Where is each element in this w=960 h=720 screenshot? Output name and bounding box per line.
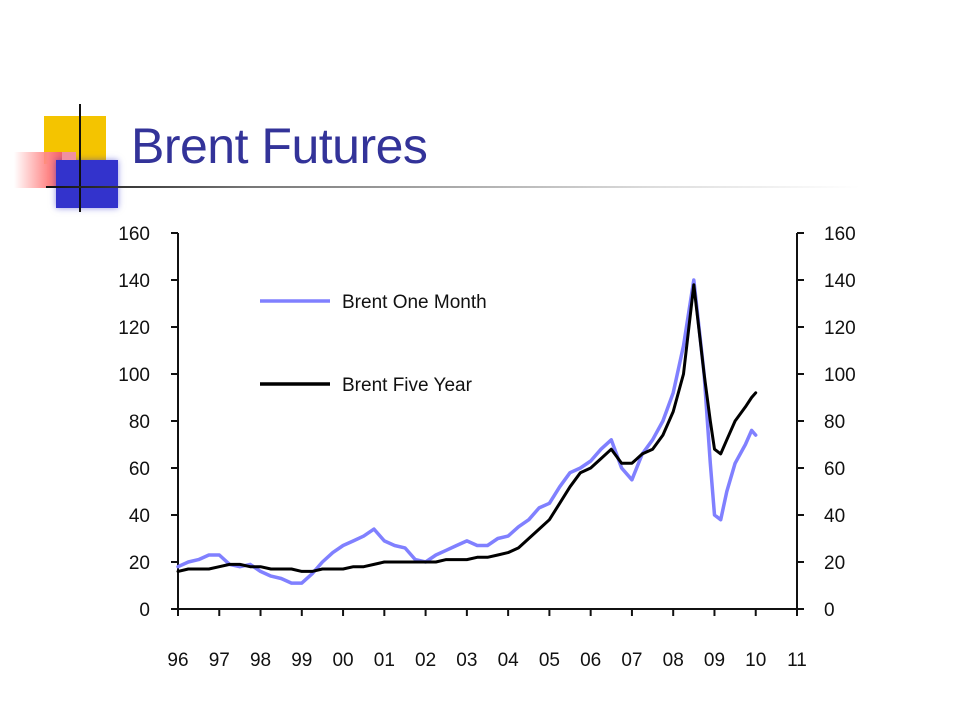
y-tick-label-left: 20 [129, 553, 150, 574]
decor-pink-overlap [62, 152, 76, 160]
x-tick-label: 96 [167, 650, 188, 671]
x-tick-label: 05 [539, 650, 560, 671]
y-tick-label-left: 140 [118, 271, 150, 292]
y-tick-label-left: 160 [118, 224, 150, 245]
y-tick-label-left: 40 [129, 506, 150, 527]
y-tick-label-right: 120 [824, 318, 856, 339]
y-tick-label-right: 60 [824, 459, 845, 480]
legend-label-five-year: Brent Five Year [342, 375, 473, 396]
y-tick-label-left: 120 [118, 318, 150, 339]
x-tick-label: 08 [663, 650, 684, 671]
slide-title: Brent Futures [131, 118, 428, 174]
x-tick-label: 06 [580, 650, 601, 671]
y-tick-label-right: 100 [824, 365, 856, 386]
title-underline [46, 186, 860, 188]
x-tick-label: 11 [787, 650, 807, 671]
line-brent-one-month [176, 278, 758, 585]
y-tick-label-left: 80 [129, 412, 150, 433]
y-tick-label-right: 160 [824, 224, 856, 245]
x-tick-label: 97 [209, 650, 230, 671]
x-tick-label: 01 [374, 650, 395, 671]
y-tick-label-left: 0 [139, 600, 150, 621]
x-tick-label: 10 [745, 650, 766, 671]
line-brent-five-year [176, 283, 758, 573]
y-tick-label-right: 0 [824, 600, 835, 621]
x-tick-label: 99 [291, 650, 312, 671]
y-tick-label-right: 40 [824, 506, 845, 527]
x-tick-label: 03 [456, 650, 477, 671]
x-tick-label: 02 [415, 650, 436, 671]
y-tick-label-right: 20 [824, 553, 845, 574]
chart-axes: 0204060801001201401600204060801001201401… [118, 224, 855, 671]
y-tick-label-left: 100 [118, 365, 150, 386]
x-tick-label: 00 [332, 650, 353, 671]
x-tick-label: 09 [704, 650, 725, 671]
series-brent-five-year [176, 283, 758, 573]
chart-legend: Brent One Month Brent Five Year [260, 292, 487, 396]
series-brent-one-month [176, 278, 758, 585]
y-tick-label-right: 140 [824, 271, 856, 292]
x-tick-label: 04 [498, 650, 520, 671]
x-tick-label: 07 [621, 650, 642, 671]
y-tick-label-left: 60 [129, 459, 150, 480]
x-tick-label: 98 [250, 650, 271, 671]
legend-label-one-month: Brent One Month [342, 292, 487, 313]
y-tick-label-right: 80 [824, 412, 845, 433]
decor-blue-square [56, 160, 118, 208]
decor-vertical-rule [79, 104, 81, 212]
